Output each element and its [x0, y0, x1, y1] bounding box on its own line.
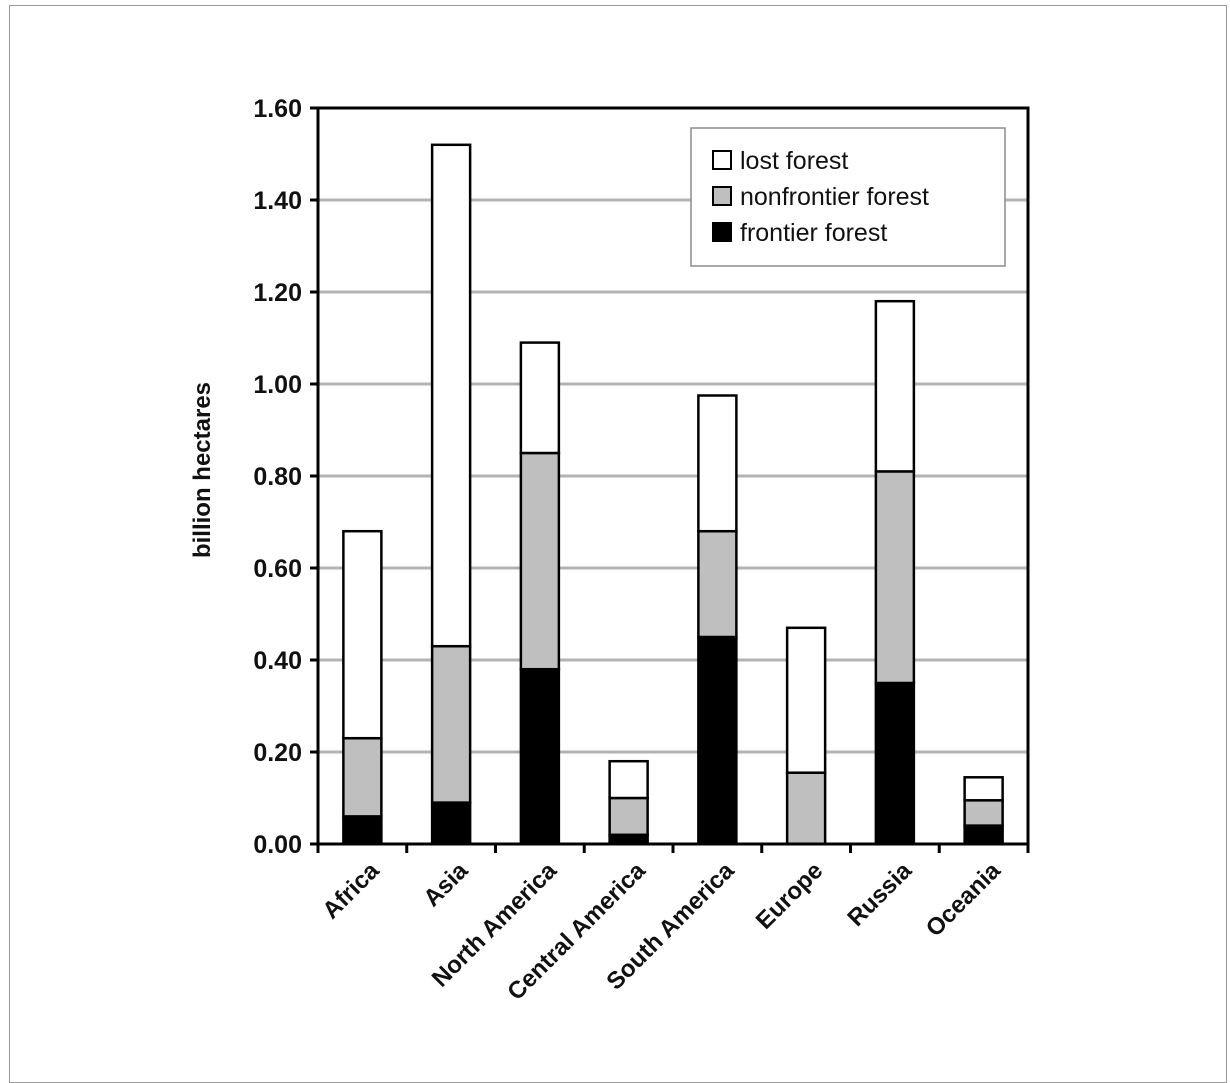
legend-label: lost forest [740, 147, 848, 175]
y-tick-label: 0.80 [253, 463, 302, 491]
legend-swatch [712, 222, 732, 242]
bar-segment [963, 776, 1004, 802]
bar-segment [785, 771, 827, 846]
bars [342, 143, 1004, 846]
bar-segment [608, 759, 649, 800]
legend: lost forest nonfrontier forest frontier fo… [690, 127, 1006, 267]
bar-segment [785, 626, 827, 774]
bar-segment [342, 736, 383, 818]
legend-label: nonfrontier forest [740, 183, 929, 211]
x-tick-label: Oceania [921, 857, 1007, 943]
bar-segment [430, 644, 472, 804]
y-tick-label: 1.20 [253, 279, 302, 307]
bar-segment [519, 451, 561, 671]
legend-box [690, 127, 1006, 267]
bar-segment [342, 529, 383, 740]
y-tick-labels: 0.00 0.20 0.40 0.60 0.80 1.00 1.20 1.40 1.60 [253, 95, 302, 859]
bar-segment [608, 796, 649, 837]
x-tick-label: Africa [317, 857, 385, 925]
bar-segment [874, 681, 916, 846]
y-tick-label: 0.40 [253, 647, 302, 675]
y-tick-label: 0.00 [253, 831, 302, 859]
x-tick-label: Europe [751, 857, 829, 935]
bar-segment [519, 341, 561, 455]
y-tick-label: 1.40 [253, 187, 302, 215]
legend-swatch [712, 150, 732, 170]
x-tick-label: Asia [418, 857, 473, 912]
bar-segment [519, 667, 561, 846]
bar-segment [697, 529, 738, 639]
axes [310, 106, 1030, 853]
y-tick-label: 1.60 [253, 95, 302, 123]
y-tick-label: 0.20 [253, 739, 302, 767]
bar-segment [697, 394, 738, 533]
bar-segment [963, 799, 1004, 827]
y-tick-label: 0.60 [253, 555, 302, 583]
bar-segment [697, 635, 738, 846]
y-tick-label: 1.00 [253, 371, 302, 399]
bar-segment [874, 299, 916, 473]
bar-segment [342, 815, 383, 846]
y-axis-title: billion hectares [189, 382, 216, 558]
bar-segment [430, 801, 472, 846]
bar-segment [963, 824, 1004, 846]
legend-label: frontier forest [740, 219, 887, 247]
bar-segment [874, 470, 916, 685]
x-tick-label: Russia [842, 857, 917, 932]
bar-segment [430, 143, 472, 648]
legend-swatch [712, 186, 732, 206]
